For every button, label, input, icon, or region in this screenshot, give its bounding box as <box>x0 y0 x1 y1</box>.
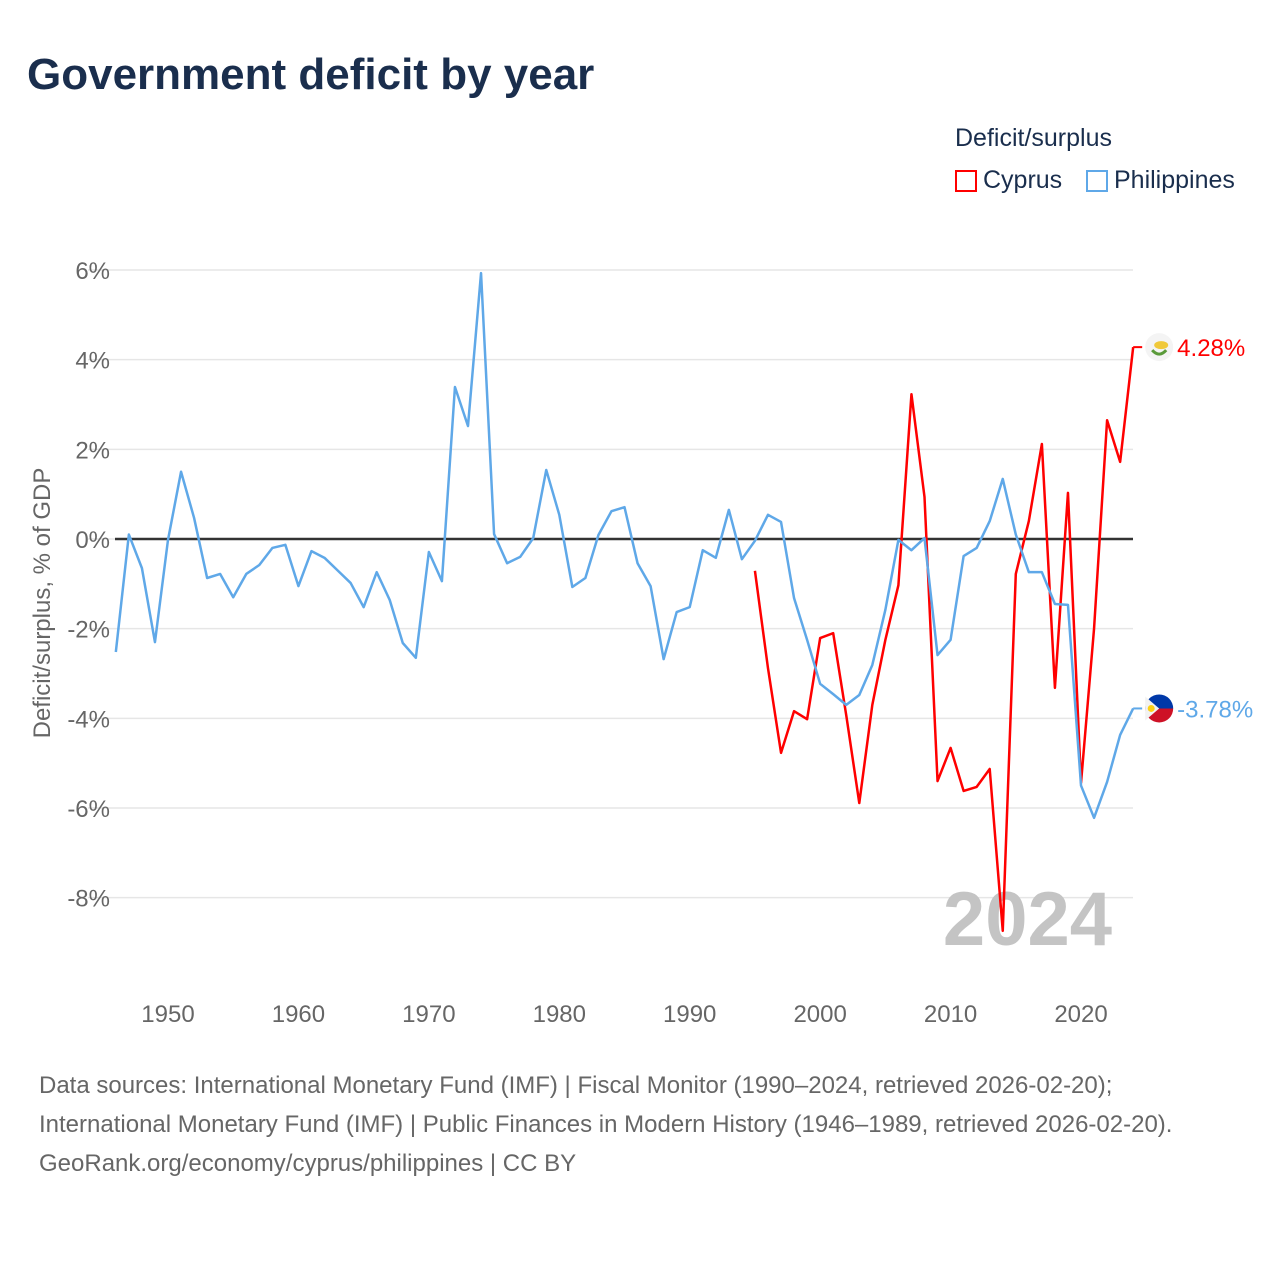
olive-branch-icon <box>1151 349 1168 356</box>
end-value-label: 4.28% <box>1177 335 1245 362</box>
legend-label: Philippines <box>1114 166 1235 194</box>
x-tick-label: 1960 <box>272 1001 325 1028</box>
data-sources: Data sources: International Monetary Fun… <box>39 1072 1173 1138</box>
year-watermark: 2024 <box>943 877 1112 962</box>
y-axis-label: Deficit/surplus, % of GDP <box>29 468 56 739</box>
x-tick-label: 1950 <box>141 1001 194 1028</box>
y-tick-label: 4% <box>75 348 110 375</box>
x-tick-label: 1980 <box>533 1001 586 1028</box>
y-tick-label: 2% <box>75 437 110 464</box>
series-line-cyprus <box>753 346 1135 933</box>
legend-swatch <box>955 169 977 192</box>
y-tick-label: 0% <box>75 527 110 554</box>
chart-area: 6% 4% 2% 0% -2% -4% -6% -8% 1950 1960 1970 1980 1990… <box>29 258 1253 1028</box>
end-value-label: -3.78% <box>1177 696 1253 723</box>
sun-icon <box>1147 704 1155 712</box>
x-tick-label: 2010 <box>924 1001 977 1028</box>
legend-item-cyprus[interactable]: Cyprus <box>955 166 1062 195</box>
y-tick-label: -8% <box>67 886 110 913</box>
y-tick-label: -2% <box>67 617 110 644</box>
credit-link[interactable]: GeoRank.org/economy/cyprus/philippines |… <box>39 1150 577 1177</box>
x-tick-label: 1990 <box>663 1001 716 1028</box>
x-tick-label: 2000 <box>793 1001 846 1028</box>
series-line-philippines <box>114 271 1135 820</box>
legend-swatch <box>1086 169 1108 192</box>
legend-label: Cyprus <box>983 166 1063 194</box>
y-tick-label: 6% <box>75 258 110 285</box>
cyprus-map-icon <box>1154 341 1169 350</box>
legend-title: Deficit/surplus <box>955 124 1112 152</box>
legend-item-philippines[interactable]: Philippines <box>1086 166 1235 195</box>
y-tick-label: -4% <box>67 706 110 733</box>
x-tick-label: 1970 <box>402 1001 455 1028</box>
chart-title: Government deficit by year <box>27 50 595 99</box>
x-tick-label: 2020 <box>1054 1001 1107 1028</box>
y-tick-label: -6% <box>67 796 110 823</box>
